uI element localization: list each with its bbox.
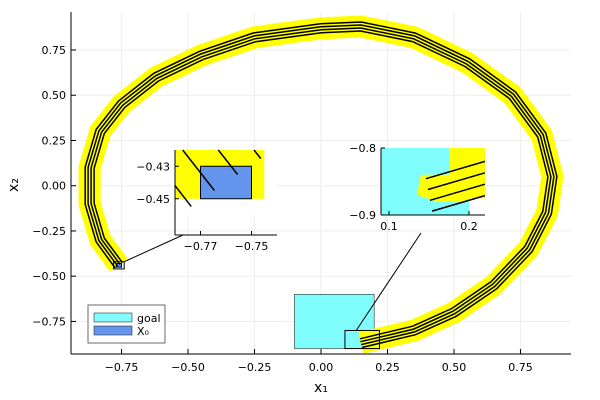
y-tick-label: 0.75 (42, 44, 67, 57)
reach-set (78, 15, 564, 354)
x-tick-label: 0.25 (375, 361, 400, 374)
trajectory (174, 185, 192, 207)
y-tick-label: −0.25 (32, 225, 66, 238)
trajectory (427, 172, 486, 191)
trajectory (253, 149, 262, 160)
zoom-indicators (113, 232, 422, 350)
y-tick-label: 0.00 (42, 180, 67, 193)
inset-x-tick-label: 0.2 (460, 220, 478, 233)
trajectory (93, 30, 549, 340)
x-axis-label: x₁ (314, 380, 328, 396)
trajectory (425, 160, 486, 180)
y-tick-label: −0.50 (32, 270, 66, 283)
axes: −0.75 −0.50 −0.25 0.00 0.25 0.50 0.75 0.75 0.50 0… (32, 12, 571, 374)
trajectory (182, 149, 215, 191)
y-axis-label: x₂ (6, 178, 22, 192)
zoom-box (344, 329, 381, 350)
y-tick-label: 0.25 (42, 134, 67, 147)
x-tick-label: 0.50 (442, 361, 467, 374)
trajectory (84, 21, 558, 349)
trajectory (431, 194, 486, 212)
trajectory (90, 27, 552, 343)
inset-y-tick-label: −0.9 (349, 209, 376, 222)
y-tick-label: −0.75 (32, 315, 66, 328)
inset-x-tick-label: −0.77 (184, 240, 218, 253)
trajectory (87, 24, 555, 346)
inset-plot-area (381, 148, 486, 215)
x-tick-label: 0.75 (508, 361, 533, 374)
legend-label-goal: goal (137, 312, 161, 325)
y-tick-label: 0.50 (42, 89, 67, 102)
trajectory (217, 149, 239, 175)
zoom-connector (123, 234, 184, 263)
legend: goal X₀ (87, 304, 166, 344)
legend-swatch-x0 (93, 325, 133, 336)
inset-initial-set: −0.77 −0.75 −0.43 −0.45 (136, 149, 277, 253)
inset-x-tick-label: −0.75 (235, 240, 269, 253)
plot-area (78, 15, 564, 354)
inset-goal: 0.1 0.2 −0.8 −0.9 (349, 142, 486, 233)
x-tick-label: 0.00 (309, 361, 334, 374)
x-tick-label: −0.75 (105, 361, 139, 374)
inset-plot-area (174, 149, 265, 207)
inset-y-tick-label: −0.8 (349, 142, 376, 155)
inset-y-tick-label: −0.43 (136, 160, 170, 173)
trajectory (429, 183, 486, 202)
zoom-box (113, 261, 125, 270)
zoom-connector (355, 232, 422, 331)
legend-swatch-goal (93, 312, 133, 323)
x-tick-label: −0.25 (238, 361, 272, 374)
x-tick-label: −0.50 (171, 361, 205, 374)
inset-y-tick-label: −0.45 (136, 193, 170, 206)
legend-label-x0: X₀ (137, 325, 150, 338)
inset-x-tick-label: 0.1 (380, 220, 398, 233)
